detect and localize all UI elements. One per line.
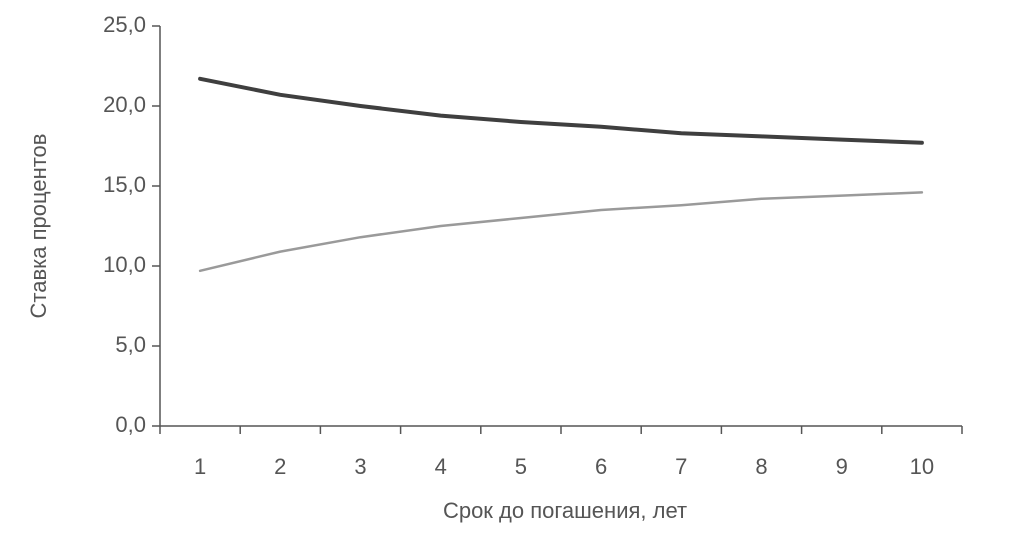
y-tick-label: 20,0: [103, 92, 146, 117]
line-series: [198, 76, 924, 145]
y-axis-title: Ставка процентов: [26, 134, 51, 319]
x-tick-label: 2: [274, 454, 286, 479]
x-tick-label: 7: [675, 454, 687, 479]
x-tick-label: 3: [354, 454, 366, 479]
x-tick-label: 4: [435, 454, 447, 479]
y-tick-label: 25,0: [103, 12, 146, 37]
x-tick-label: 9: [836, 454, 848, 479]
x-tick-label: 8: [755, 454, 767, 479]
y-tick-label: 5,0: [115, 332, 146, 357]
y-tick-label: 10,0: [103, 252, 146, 277]
x-tick-label: 6: [595, 454, 607, 479]
y-tick-label: 15,0: [103, 172, 146, 197]
line-series: [198, 191, 924, 273]
x-tick-label: 10: [910, 454, 934, 479]
x-axis-title: Срок до погашения, лет: [443, 498, 687, 523]
x-tick-label: 1: [194, 454, 206, 479]
x-tick-label: 5: [515, 454, 527, 479]
y-tick-label: 0,0: [115, 412, 146, 437]
